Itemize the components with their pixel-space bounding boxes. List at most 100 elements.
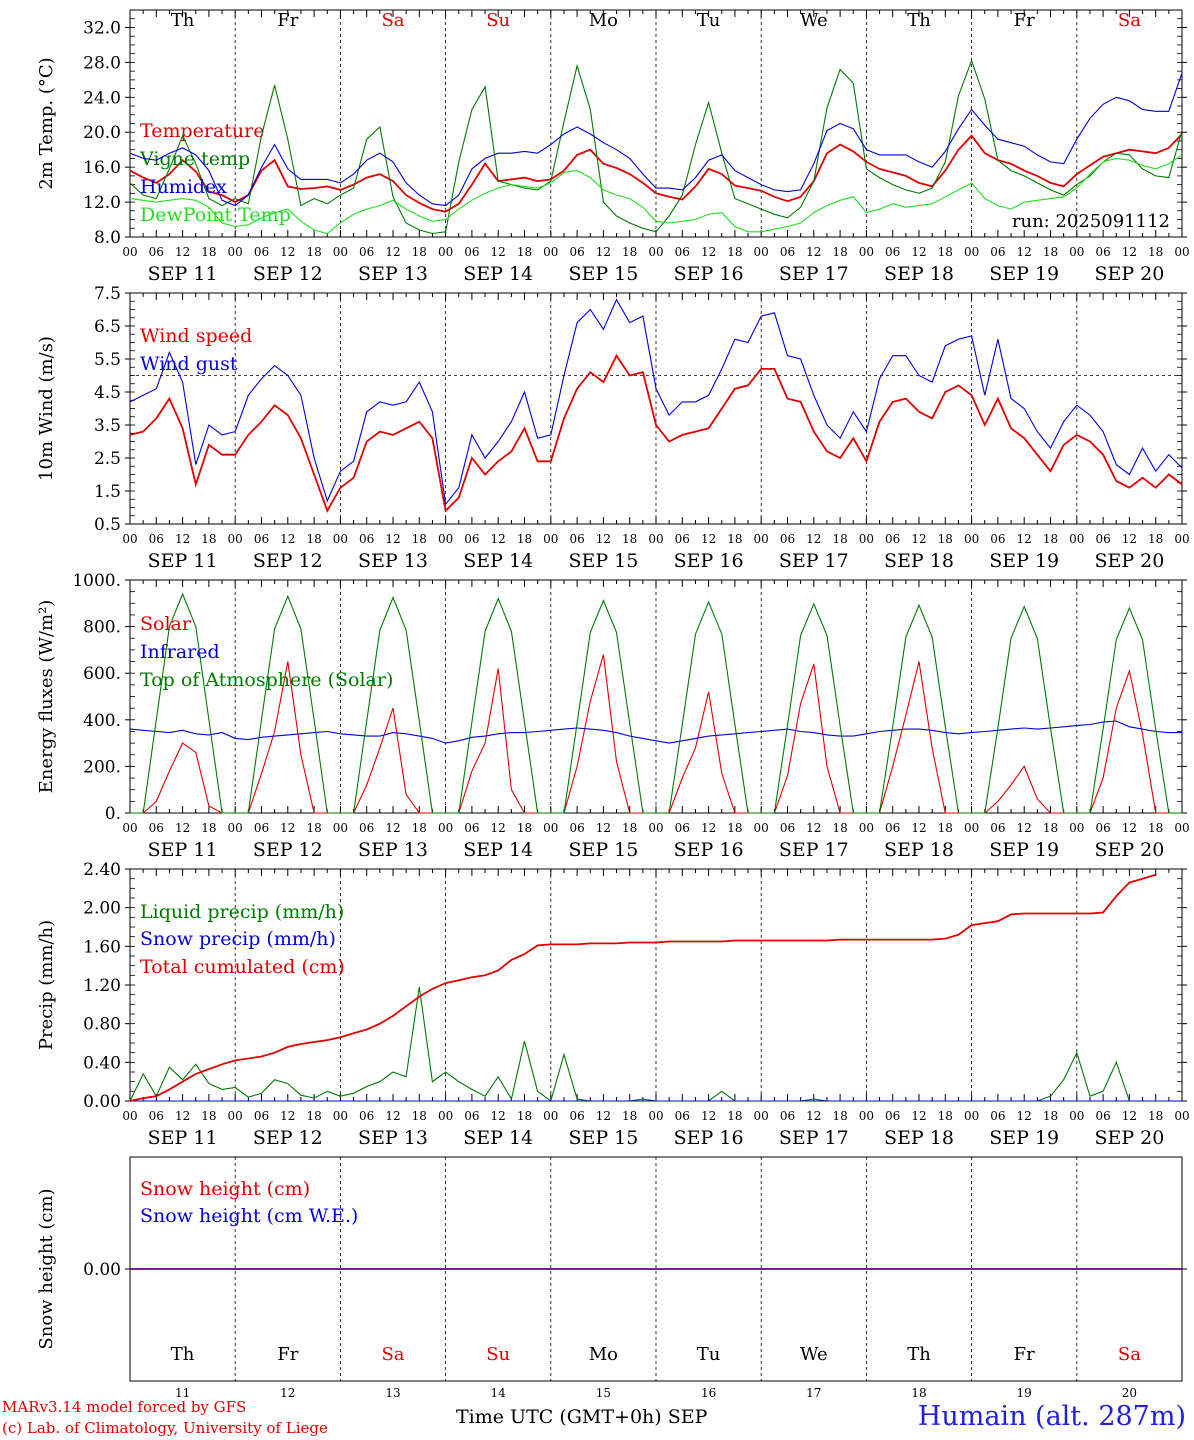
hour-tick-label: 18 <box>306 532 321 546</box>
y-tick-label: 8.0 <box>94 228 121 248</box>
hour-tick-label: 00 <box>859 245 874 259</box>
hour-tick-label: 06 <box>780 245 795 259</box>
y-tick-label: 5.5 <box>94 350 121 370</box>
date-tick-label: SEP 13 <box>358 839 428 861</box>
hour-tick-label: 06 <box>675 245 690 259</box>
hour-tick-label: 00 <box>543 532 558 546</box>
y-tick-label: 1.20 <box>83 976 121 996</box>
hour-tick-label: 00 <box>1069 1109 1084 1123</box>
hour-tick-label: 00 <box>1174 245 1189 259</box>
hour-tick-label: 00 <box>543 821 558 835</box>
hour-tick-label: 12 <box>1017 245 1032 259</box>
hour-tick-label: 06 <box>990 1109 1005 1123</box>
hour-tick-label: 12 <box>175 245 190 259</box>
legend-entry: Vigne temp <box>139 148 250 170</box>
date-tick-label: SEP 20 <box>1094 550 1164 572</box>
hour-tick-label: 18 <box>622 1109 637 1123</box>
date-tick-label: SEP 19 <box>989 839 1059 861</box>
hour-tick-label: 12 <box>1017 1109 1032 1123</box>
weekday-label: Th <box>907 10 931 31</box>
legend-entry: Solar <box>140 613 192 635</box>
hour-tick-label: 12 <box>175 532 190 546</box>
hour-tick-label: 00 <box>964 1109 979 1123</box>
hour-tick-label: 18 <box>201 532 216 546</box>
hour-tick-label: 18 <box>517 532 532 546</box>
y-tick-label: 2.00 <box>83 899 121 919</box>
date-tick-label: SEP 15 <box>568 1127 638 1149</box>
date-tick-label: SEP 14 <box>463 1127 533 1149</box>
y-tick-label: 1.5 <box>94 482 121 502</box>
hour-tick-label: 06 <box>464 245 479 259</box>
hour-tick-label: 00 <box>543 245 558 259</box>
weekday-label: Mo <box>589 1344 618 1365</box>
hour-tick-label: 18 <box>938 1109 953 1123</box>
y-tick-label: 12.0 <box>83 193 121 213</box>
hour-tick-label: 00 <box>228 245 243 259</box>
date-tick-label: SEP 11 <box>148 550 218 572</box>
y-axis-label: Energy fluxes (W/m²) <box>36 600 57 794</box>
hour-tick-label: 06 <box>1095 532 1110 546</box>
hour-tick-label: 00 <box>543 1109 558 1123</box>
date-tick-label: SEP 12 <box>253 263 323 285</box>
date-tick-label: SEP 12 <box>253 1127 323 1149</box>
hour-tick-label: 00 <box>438 245 453 259</box>
hour-tick-label: 12 <box>1122 821 1137 835</box>
hour-tick-label: 18 <box>201 821 216 835</box>
lab-credit: (c) Lab. of Climatology, University of L… <box>2 1419 328 1437</box>
y-tick-label: 3.5 <box>94 416 121 436</box>
y-tick-label: 0.5 <box>94 515 121 535</box>
hour-tick-label: 18 <box>832 532 847 546</box>
hour-tick-label: 12 <box>491 1109 506 1123</box>
hour-tick-label: 18 <box>832 245 847 259</box>
weekday-label: Sa <box>381 10 404 31</box>
weekday-label: Fr <box>277 10 298 31</box>
y-tick-label: 24.0 <box>83 88 121 108</box>
hour-tick-label: 12 <box>1017 821 1032 835</box>
hour-tick-label: 06 <box>1095 245 1110 259</box>
hour-tick-label: 06 <box>885 532 900 546</box>
y-axis-label: 10m Wind (m/s) <box>36 336 57 481</box>
hour-tick-label: 18 <box>1148 821 1163 835</box>
y-tick-label: 200. <box>83 757 121 777</box>
hour-tick-label: 00 <box>122 245 137 259</box>
hour-tick-label: 18 <box>412 532 427 546</box>
hour-tick-label: 06 <box>675 821 690 835</box>
weekday-label: Mo <box>589 10 618 31</box>
hour-tick-label: 06 <box>464 821 479 835</box>
hour-tick-label: 06 <box>254 532 269 546</box>
legend-entry: Snow height (cm) <box>140 1178 310 1200</box>
hour-tick-label: 00 <box>438 532 453 546</box>
hour-tick-label: 00 <box>228 532 243 546</box>
hour-tick-label: 12 <box>701 532 716 546</box>
y-axis-label: 2m Temp. (°C) <box>36 57 57 189</box>
y-axis-label: Snow height (cm) <box>36 1188 57 1349</box>
day-number-label: 11 <box>175 1386 190 1400</box>
hour-tick-label: 12 <box>491 821 506 835</box>
hour-tick-label: 12 <box>1122 532 1137 546</box>
y-tick-label: 20.0 <box>83 123 121 143</box>
weekday-label: Tu <box>697 1344 721 1365</box>
series-line-infrared <box>129 720 1182 744</box>
hour-tick-label: 06 <box>254 245 269 259</box>
hour-tick-label: 18 <box>201 1109 216 1123</box>
hour-tick-label: 00 <box>964 532 979 546</box>
date-tick-label: SEP 17 <box>779 839 849 861</box>
run-annotation: run: 2025091112 <box>1012 211 1170 232</box>
date-tick-label: SEP 19 <box>989 550 1059 572</box>
weekday-label: Th <box>907 1344 931 1365</box>
hour-tick-label: 00 <box>438 821 453 835</box>
hour-tick-label: 12 <box>701 1109 716 1123</box>
hour-tick-label: 12 <box>385 245 400 259</box>
hour-tick-label: 18 <box>306 245 321 259</box>
hour-tick-label: 06 <box>780 532 795 546</box>
hour-tick-label: 06 <box>675 532 690 546</box>
hour-tick-label: 12 <box>806 532 821 546</box>
legend-entry: DewPoint Temp <box>140 204 291 226</box>
hour-tick-label: 12 <box>701 245 716 259</box>
y-tick-label: 0.40 <box>83 1053 121 1073</box>
hour-tick-label: 12 <box>911 821 926 835</box>
date-tick-label: SEP 13 <box>358 1127 428 1149</box>
y-tick-label: 0. <box>105 804 121 824</box>
date-tick-label: SEP 14 <box>463 839 533 861</box>
date-tick-label: SEP 18 <box>884 839 954 861</box>
